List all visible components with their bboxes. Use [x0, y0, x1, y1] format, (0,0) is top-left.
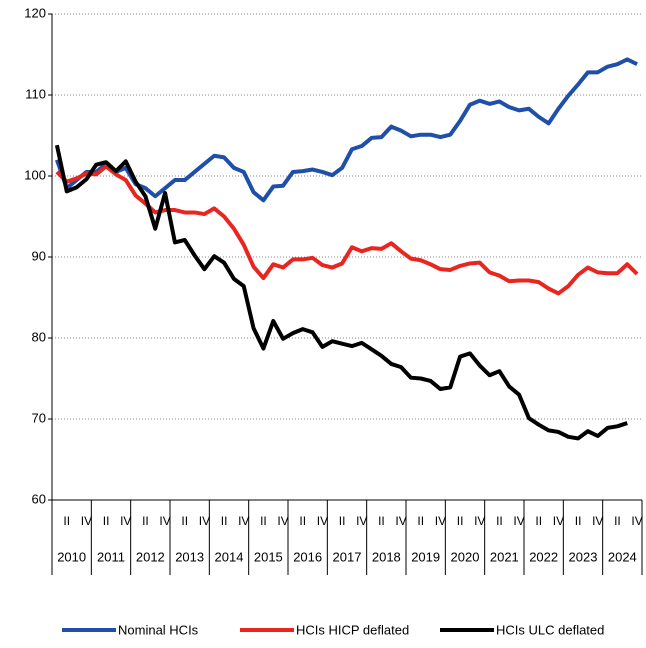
year-label: 2011	[97, 549, 125, 564]
x-tick-label: II	[103, 514, 110, 528]
year-label: 2013	[175, 549, 204, 564]
y-tick-label: 70	[32, 410, 46, 425]
year-label: 2017	[333, 549, 362, 564]
series-line	[55, 164, 639, 296]
x-tick-label: II	[614, 514, 621, 528]
x-tick-label: II	[417, 514, 424, 528]
x-tick-label: IV	[238, 514, 249, 528]
x-tick-label: II	[457, 514, 464, 528]
x-tick-label: IV	[120, 514, 131, 528]
x-tick-label: IV	[277, 514, 288, 528]
x-tick-label: IV	[356, 514, 367, 528]
year-label: 2023	[569, 549, 598, 564]
year-label: 2014	[215, 549, 244, 564]
x-tick-label: IV	[435, 514, 446, 528]
year-label: 2016	[293, 549, 322, 564]
x-tick-label: IV	[631, 514, 642, 528]
x-tick-label: II	[496, 514, 503, 528]
x-tick-label: II	[339, 514, 346, 528]
x-tick-label: II	[575, 514, 582, 528]
year-label: 2022	[529, 549, 558, 564]
year-label: 2018	[372, 549, 401, 564]
x-tick-label: IV	[592, 514, 603, 528]
x-tick-label: II	[221, 514, 228, 528]
year-label: 2021	[490, 549, 519, 564]
y-tick-label: 90	[32, 248, 46, 263]
y-tick-label: 60	[32, 491, 46, 506]
x-tick-label: IV	[199, 514, 210, 528]
x-tick-label: II	[181, 514, 188, 528]
legend-label: Nominal HCIs	[118, 622, 199, 637]
year-label: 2015	[254, 549, 283, 564]
legend-label: HCIs ULC deflated	[496, 622, 604, 637]
series-line	[54, 144, 628, 441]
year-label: 2020	[451, 549, 480, 564]
year-label: 2012	[136, 549, 165, 564]
series-line	[55, 57, 638, 203]
x-tick-label: II	[299, 514, 306, 528]
x-tick-label: II	[535, 514, 542, 528]
x-tick-label: IV	[553, 514, 564, 528]
year-label: 2019	[411, 549, 440, 564]
legend-label: HCIs HICP deflated	[296, 622, 409, 637]
year-label: 2024	[608, 549, 637, 564]
x-tick-label: II	[63, 514, 70, 528]
x-tick-label: IV	[395, 514, 406, 528]
y-tick-label: 120	[24, 5, 46, 20]
x-tick-label: II	[260, 514, 267, 528]
year-label: 2010	[57, 549, 86, 564]
x-tick-label: IV	[317, 514, 328, 528]
y-tick-label: 110	[25, 86, 46, 101]
x-tick-label: IV	[474, 514, 485, 528]
x-tick-label: II	[142, 514, 149, 528]
x-tick-label: IV	[81, 514, 92, 528]
x-tick-label: II	[378, 514, 385, 528]
y-tick-label: 80	[32, 329, 46, 344]
x-tick-label: IV	[159, 514, 170, 528]
x-tick-label: IV	[513, 514, 524, 528]
y-tick-label: 100	[24, 167, 46, 182]
